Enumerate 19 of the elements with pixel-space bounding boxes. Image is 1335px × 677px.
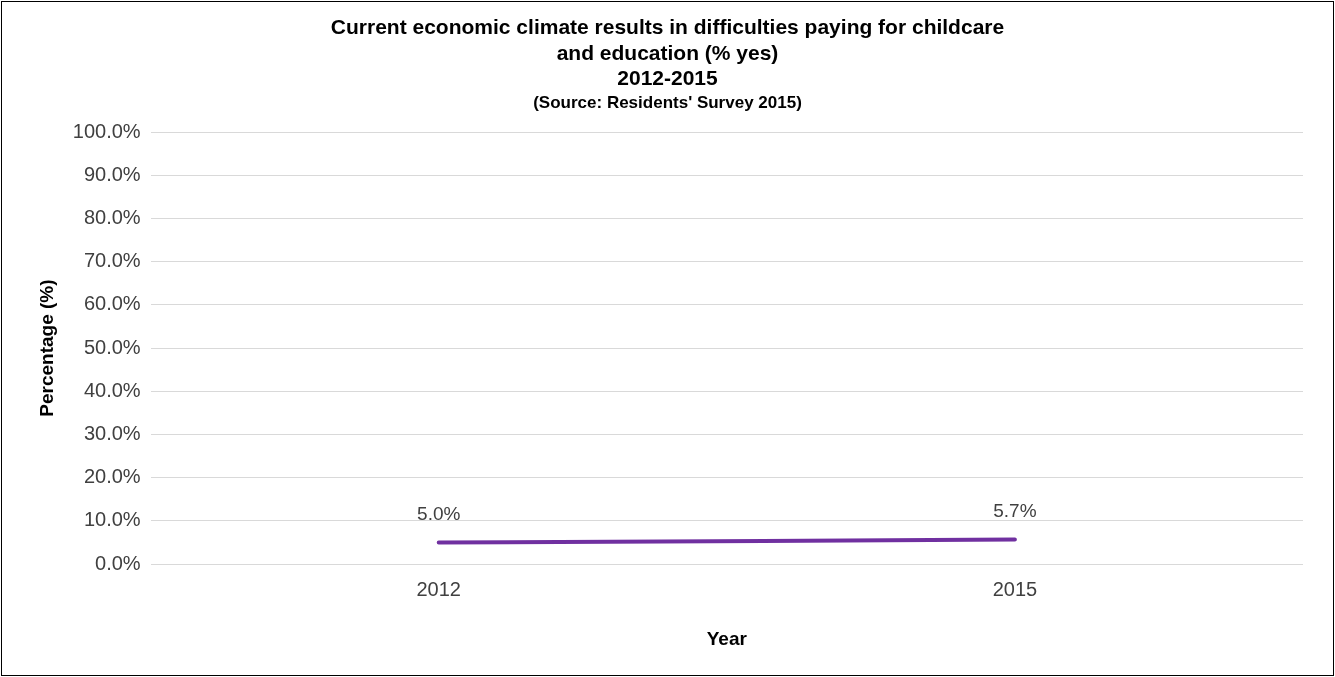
y-tick-label: 10.0% [83,508,141,531]
y-tick-label: 70.0% [83,249,141,272]
data-label: 5.0% [417,503,461,525]
data-label: 5.7% [993,500,1037,522]
x-tick-label: 2012 [416,577,461,600]
y-tick-label: 40.0% [83,378,141,401]
chart-title: Current economic climate results in difficulties paying for childcare and education (% yes) 2012-2015 [330,15,1005,89]
chart-subtitle: (Source: Residents' Survey 2015) [533,93,802,113]
y-axis-title: Percentage (%) [35,279,57,417]
x-axis-title: Year [706,627,748,649]
y-tick-label: 20.0% [83,465,141,488]
y-tick-label: 60.0% [83,292,141,315]
y-tick-label: 90.0% [83,162,141,185]
y-tick-label: 0.0% [95,551,141,574]
x-tick-label: 2015 [992,577,1038,600]
y-tick-label: 50.0% [83,335,141,358]
y-tick-label: 100.0% [72,119,141,142]
y-tick-label: 30.0% [83,422,141,445]
y-tick-label: 80.0% [83,205,141,228]
